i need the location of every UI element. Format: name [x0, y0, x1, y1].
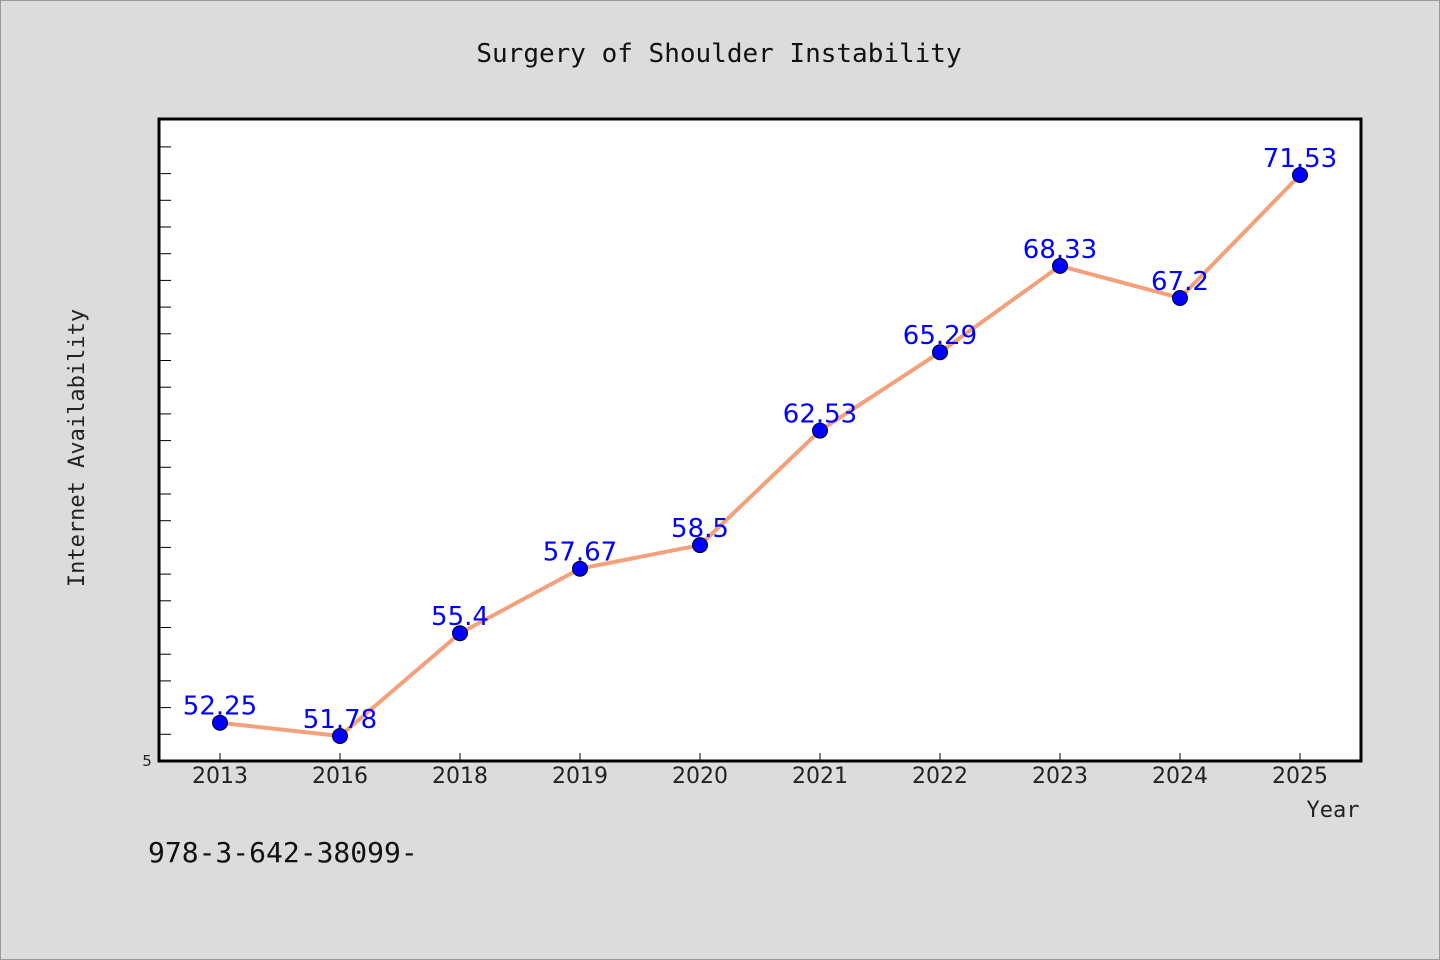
y-axis-ticks: [159, 146, 171, 762]
data-point-marker: [332, 728, 348, 744]
x-tick-label: 2025: [1272, 764, 1328, 789]
x-tick-label: 2024: [1152, 764, 1208, 789]
series-markers: [212, 167, 1308, 744]
data-point-marker: [1292, 167, 1308, 183]
data-point-marker: [572, 560, 588, 577]
y-axis-label: Internet Availability: [65, 309, 90, 587]
x-axis-label: Year: [1307, 798, 1360, 823]
data-point-marker: [1052, 257, 1068, 274]
series-line-group: [218, 173, 1302, 738]
x-tick-label: 2020: [672, 764, 728, 789]
x-tick-label: 2023: [1032, 764, 1088, 789]
x-tick-label: 2016: [312, 764, 368, 789]
data-point-marker: [932, 344, 948, 361]
data-point-marker: [212, 714, 228, 731]
data-point-marker: [452, 625, 468, 642]
x-tick-label: 2013: [192, 764, 248, 789]
footnote-text: 978-3-642-38099-: [148, 836, 418, 869]
x-tick-label: 2018: [432, 764, 488, 789]
data-point-marker: [812, 422, 828, 439]
chart-title: Surgery of Shoulder Instability: [476, 39, 961, 69]
series-line: [218, 173, 1302, 738]
x-tick-label: 2021: [792, 764, 848, 789]
data-point-marker: [1172, 290, 1188, 306]
y-tick-label: 5: [142, 752, 152, 770]
x-tick-label: 2022: [912, 764, 968, 789]
data-point-marker: [692, 537, 708, 554]
plot-area: [157, 117, 1363, 763]
x-axis-ticks: 2013 2016 2018 2019 2020 2021 2022 2023 2024 2025: [192, 753, 1328, 789]
x-tick-label: 2019: [552, 764, 608, 789]
